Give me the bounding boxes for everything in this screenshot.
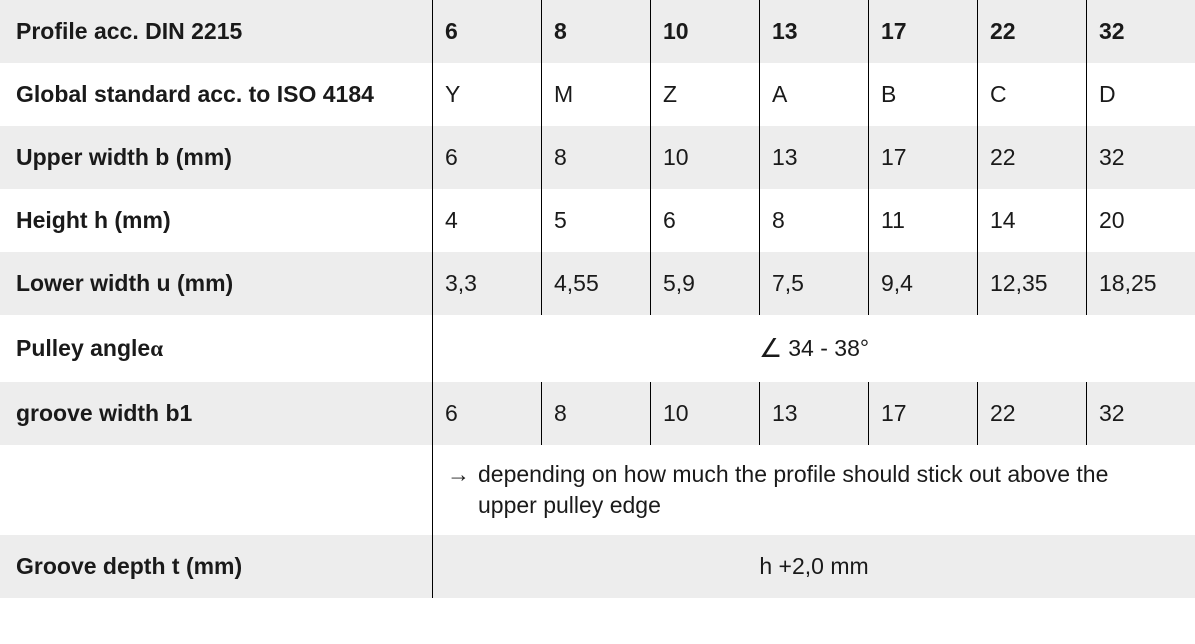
merged-cell-angle: ∠ 34 - 38° [432,315,1195,382]
table-cell: 13 [759,0,868,63]
table-cell: 14 [977,189,1086,252]
table-row: Groove depth t (mm) h +2,0 mm [0,535,1195,598]
table-cell: 4,55 [541,252,650,315]
table-cell: 6 [432,0,541,63]
table-row: groove width b1 6 8 10 13 17 22 32 [0,382,1195,445]
table-cell: 3,3 [432,252,541,315]
merged-cell-note: → depending on how much the profile shou… [432,445,1195,535]
table-cell: 4 [432,189,541,252]
row-header: Lower width u (mm) [0,252,432,315]
table-cell: 6 [432,126,541,189]
table-cell: 32 [1086,0,1195,63]
table-cell: 20 [1086,189,1195,252]
table-cell: 22 [977,0,1086,63]
table-cell: 32 [1086,126,1195,189]
row-header-empty [0,445,432,535]
angle-value: 34 - 38° [788,335,869,362]
table-cell: 11 [868,189,977,252]
table-cell: B [868,63,977,126]
row-header: Groove depth t (mm) [0,535,432,598]
table-cell: 5 [541,189,650,252]
table-cell: M [541,63,650,126]
table-row: Lower width u (mm) 3,3 4,55 5,9 7,5 9,4 … [0,252,1195,315]
table-cell: 7,5 [759,252,868,315]
row-header: Pulley angle α [0,315,432,382]
table-cell: 32 [1086,382,1195,445]
table-row: Profile acc. DIN 2215 6 8 10 13 17 22 32 [0,0,1195,63]
table-row: Upper width b (mm) 6 8 10 13 17 22 32 [0,126,1195,189]
table-cell: 10 [650,0,759,63]
table-cell: 8 [541,0,650,63]
arrow-icon: → [447,459,470,521]
table-cell: 17 [868,126,977,189]
table-cell: 10 [650,126,759,189]
table-cell: 10 [650,382,759,445]
label-prefix: Pulley angle [16,335,150,362]
table-cell: 8 [541,382,650,445]
note-text: depending on how much the profile should… [478,459,1118,521]
table-cell: 17 [868,0,977,63]
merged-cell-depth: h +2,0 mm [432,535,1195,598]
table-cell: 12,35 [977,252,1086,315]
table-cell: 8 [759,189,868,252]
vbelt-profile-table: Profile acc. DIN 2215 6 8 10 13 17 22 32… [0,0,1195,598]
table-cell: D [1086,63,1195,126]
table-cell: 18,25 [1086,252,1195,315]
row-header: Upper width b (mm) [0,126,432,189]
table-cell: 8 [541,126,650,189]
row-header: Global standard acc. to ISO 4184 [0,63,432,126]
table-cell: 22 [977,382,1086,445]
table-cell: C [977,63,1086,126]
table-cell: 6 [432,382,541,445]
table-cell: 6 [650,189,759,252]
table-cell: Y [432,63,541,126]
table-row: Pulley angle α ∠ 34 - 38° [0,315,1195,382]
table-row: Height h (mm) 4 5 6 8 11 14 20 [0,189,1195,252]
angle-icon: ∠ [759,333,782,364]
table-cell: 5,9 [650,252,759,315]
table-cell: A [759,63,868,126]
table-cell: Z [650,63,759,126]
table-cell: 9,4 [868,252,977,315]
table-row: → depending on how much the profile shou… [0,445,1195,535]
table-row: Global standard acc. to ISO 4184 Y M Z A… [0,63,1195,126]
table-cell: 22 [977,126,1086,189]
alpha-symbol: α [150,336,163,362]
row-header: Profile acc. DIN 2215 [0,0,432,63]
table-cell: 17 [868,382,977,445]
table-cell: 13 [759,382,868,445]
row-header: Height h (mm) [0,189,432,252]
row-header: groove width b1 [0,382,432,445]
table-cell: 13 [759,126,868,189]
